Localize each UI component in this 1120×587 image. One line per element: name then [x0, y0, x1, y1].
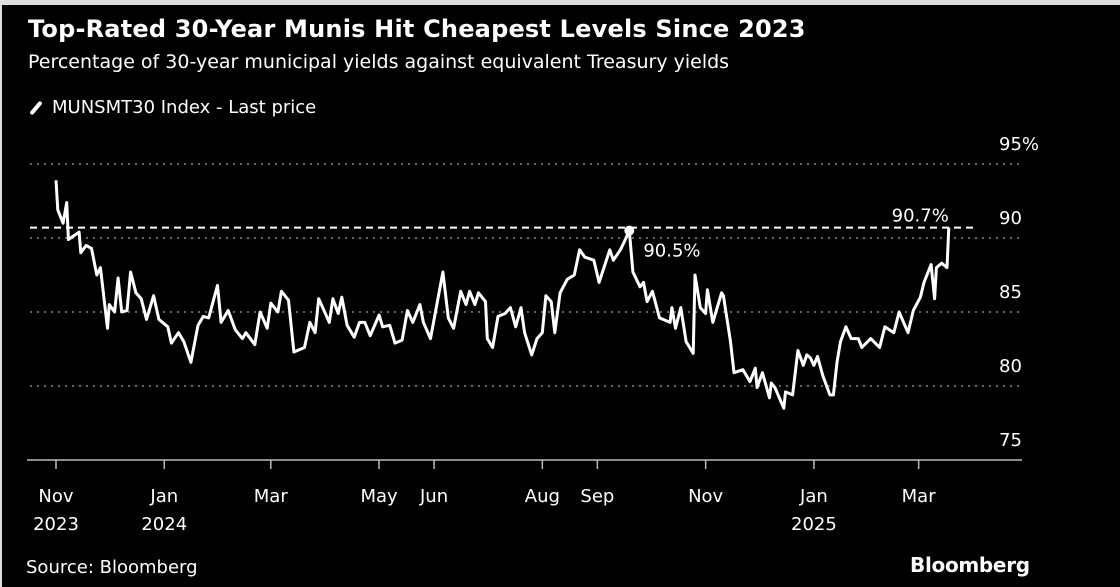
- x-tick-label: Aug: [525, 486, 560, 507]
- annotation-marker: [624, 225, 635, 236]
- x-tick-sublabel: 2023: [33, 514, 79, 535]
- x-tick-label: Nov: [688, 486, 723, 507]
- y-tick-label: 75: [999, 430, 1022, 451]
- annotation-label: 90.5%: [643, 241, 700, 262]
- x-tick-sublabel: 2024: [141, 514, 187, 535]
- chart-subtitle: Percentage of 30-year municipal yields a…: [28, 51, 730, 73]
- line-chart: 95% 90 85 80 75 Nov 2023 Jan 2024 Mar May Jun Aug Sep…: [27, 134, 1039, 535]
- x-tick-label: Jan: [149, 486, 178, 507]
- y-tick-label: 95%: [999, 134, 1039, 155]
- x-tick-label: Nov: [38, 486, 73, 507]
- x-tick-label: May: [360, 486, 398, 507]
- bloomberg-logo: Bloomberg: [910, 553, 1030, 577]
- legend: MUNSMT30 Index - Last price: [28, 97, 316, 118]
- chart-title: Top-Rated 30-Year Munis Hit Cheapest Lev…: [28, 15, 806, 43]
- x-tick-label: Mar: [254, 486, 289, 507]
- legend-label: MUNSMT30 Index - Last price: [52, 97, 317, 118]
- x-tick-label: Sep: [580, 486, 614, 507]
- y-tick-label: 85: [999, 282, 1022, 303]
- annotation-label: 90.7%: [892, 206, 949, 227]
- source-note: Source: Bloomberg: [26, 557, 198, 578]
- y-tick-label: 90: [999, 208, 1022, 229]
- x-tick-label: Mar: [902, 486, 937, 507]
- y-tick-label: 80: [999, 356, 1022, 377]
- series-line: [54, 180, 951, 410]
- x-tick-sublabel: 2025: [791, 514, 837, 535]
- x-tick-label: Jan: [799, 486, 828, 507]
- x-tick-label: Jun: [419, 486, 448, 507]
